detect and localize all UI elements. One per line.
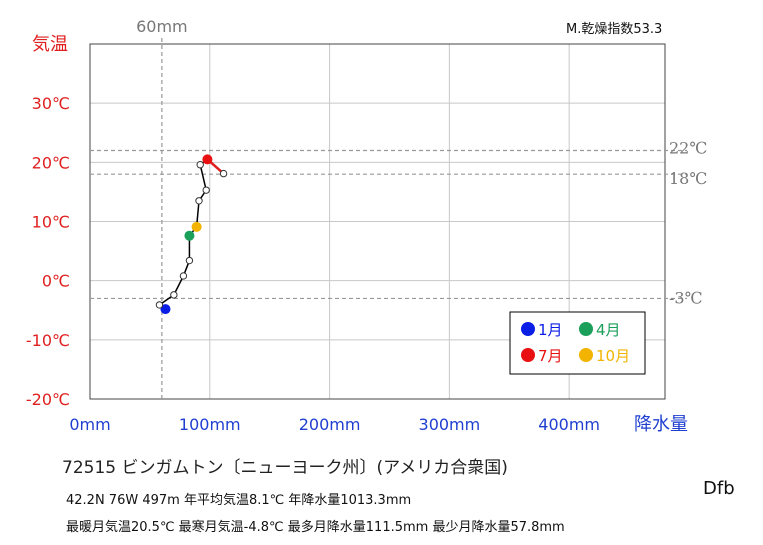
x-tick-label: 100mm: [179, 415, 241, 434]
station-title: 72515 ビンガムトン〔ニューヨーク州〕(アメリカ合衆国): [62, 458, 508, 478]
x-tick-label: 200mm: [299, 415, 361, 434]
y-tick-label: 30℃: [32, 94, 70, 113]
aridity-index-label: M.乾燥指数53.3: [566, 22, 663, 37]
ref-hline-label: 18℃: [669, 169, 707, 188]
ref-hline-label: 22℃: [669, 139, 707, 158]
station-stats-line-1: 42.2N 76W 497m 年平均気温8.1℃ 年降水量1013.3mm: [66, 493, 412, 508]
x-tick-label: 300mm: [419, 415, 481, 434]
axis-tick-labels: -20℃ -10℃ 0℃ 10℃ 20℃ 30℃ 気温 0mm 100mm 200mm 300mm 4…: [26, 34, 688, 435]
month-point: [195, 197, 203, 205]
climate-code: Dfb: [703, 478, 735, 499]
legend-marker: [579, 348, 593, 362]
legend-label: 10月: [596, 347, 630, 365]
x-axis-title: 降水量: [634, 414, 688, 435]
legend-label: 4月: [596, 321, 621, 339]
legend-marker: [521, 322, 535, 336]
month-point: [196, 161, 204, 169]
legend-label: 7月: [538, 347, 563, 365]
ref-vline-label: 60mm: [136, 17, 188, 36]
y-tick-label: -20℃: [26, 390, 70, 409]
x-tick-label: 0mm: [69, 415, 110, 434]
month-point: [202, 186, 210, 194]
month-point-highlight: [191, 221, 202, 232]
grid-layer: [90, 44, 665, 399]
month-point: [170, 291, 178, 299]
legend-label: 1月: [538, 321, 563, 339]
month-point: [179, 272, 188, 280]
monthly-series: [155, 154, 228, 315]
month-point-highlight: [202, 154, 213, 165]
month-point: [155, 301, 164, 309]
y-tick-label: 0℃: [42, 272, 70, 291]
legend-box: [509, 311, 646, 375]
legend-marker: [579, 322, 593, 336]
y-axis-title: 気温: [32, 34, 68, 55]
month-point: [219, 169, 228, 178]
reference-lines: 60mm 22℃ 18℃ -3℃: [90, 17, 707, 399]
ref-hline-label: -3℃: [669, 288, 702, 307]
y-tick-label: 10℃: [32, 213, 70, 232]
month-point: [185, 256, 194, 265]
month-point-highlight: [184, 230, 195, 241]
series-segment: [199, 164, 207, 191]
legend: 1月 4月 7月 10月: [509, 311, 646, 375]
month-point-highlight: [160, 304, 171, 315]
x-tick-label: 400mm: [538, 415, 600, 434]
legend-marker: [521, 348, 535, 362]
y-tick-label: -10℃: [26, 331, 70, 350]
y-tick-label: 20℃: [32, 153, 70, 172]
station-stats-line-2: 最暖月気温20.5℃ 最寒月気温-4.8℃ 最多月降水量111.5mm 最少月降…: [66, 520, 565, 535]
plot-frame: [89, 43, 666, 400]
